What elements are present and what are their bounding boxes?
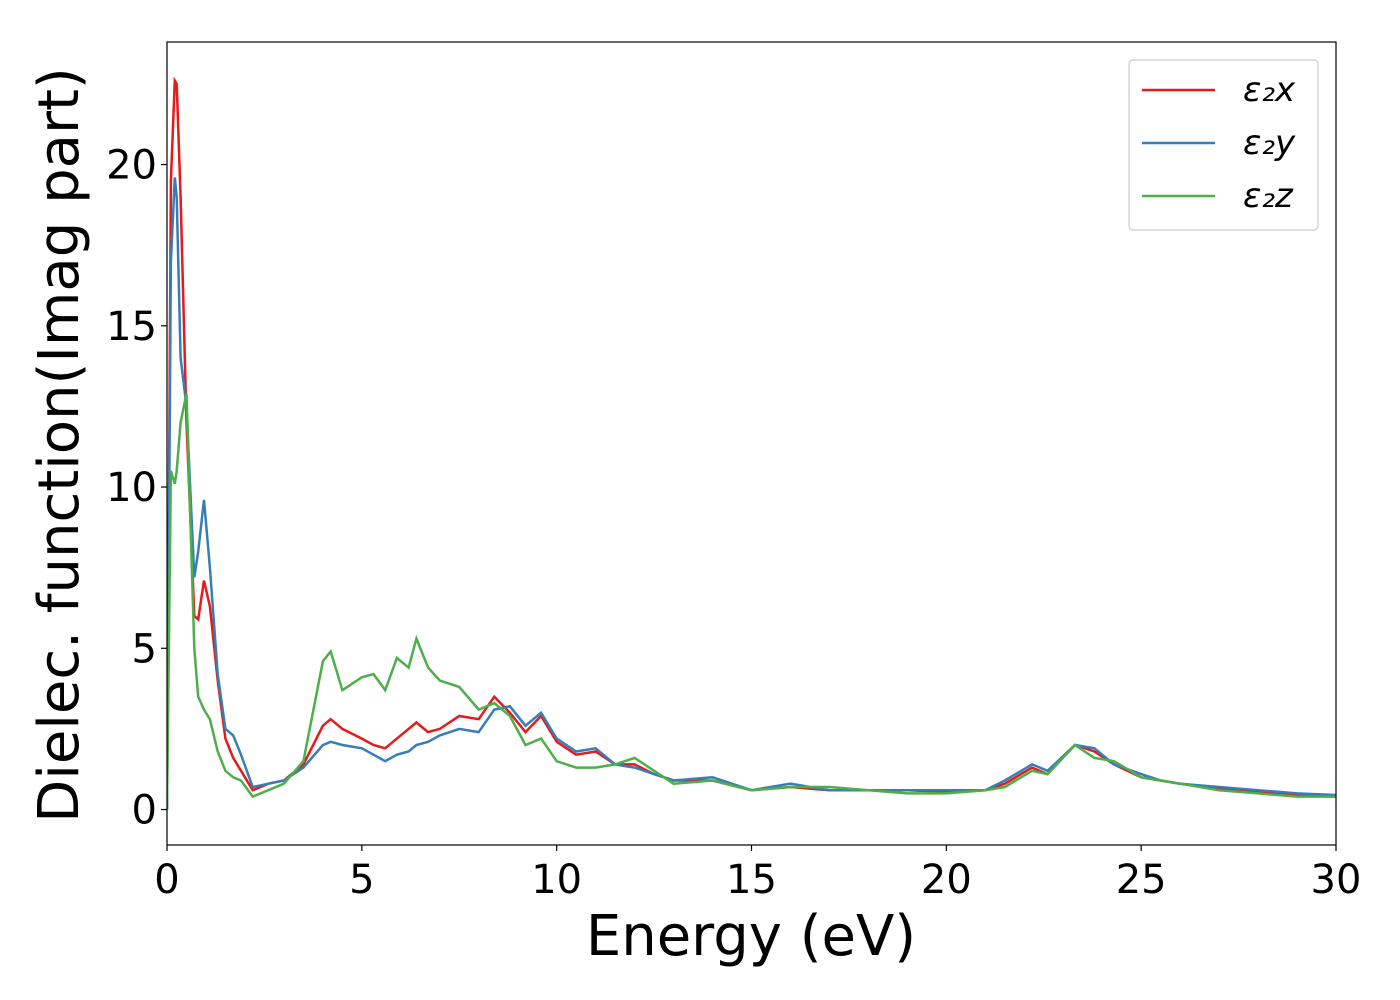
- y-tick-label: 10: [106, 465, 157, 511]
- legend-label: ε₂y: [1243, 123, 1296, 163]
- x-tick-label: 30: [1311, 857, 1362, 903]
- x-tick-label: 20: [921, 857, 972, 903]
- data-line: [167, 177, 1336, 810]
- x-tick-label: 10: [531, 857, 582, 903]
- legend-label: ε₂z: [1243, 176, 1294, 216]
- x-tick-label: 0: [154, 857, 179, 903]
- x-axis-label: Energy (eV): [586, 904, 916, 969]
- y-tick-label: 5: [132, 626, 157, 672]
- y-tick-label: 20: [106, 143, 157, 189]
- y-tick-label: 0: [132, 788, 157, 834]
- x-tick-label: 5: [349, 857, 374, 903]
- x-tick-label: 25: [1116, 857, 1167, 903]
- legend-box: [1128, 59, 1319, 231]
- y-axis-label: Dielec. function(Imag part): [27, 67, 92, 823]
- y-tick-label: 15: [106, 304, 157, 350]
- data-line: [167, 393, 1336, 810]
- legend-label: ε₂x: [1243, 70, 1296, 110]
- x-tick-label: 15: [726, 857, 777, 903]
